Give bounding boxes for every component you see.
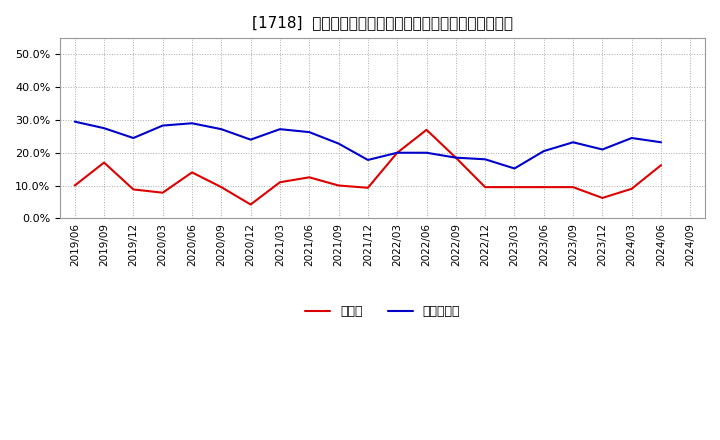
有利子負債	[393, 150, 402, 155]
現頶金	[158, 190, 167, 195]
有利子負債	[246, 137, 255, 142]
現頶金	[305, 175, 314, 180]
有利子負債	[451, 155, 460, 160]
有利子負債	[422, 150, 431, 155]
有利子負債	[539, 148, 548, 154]
有利子負債	[158, 123, 167, 128]
現頶金	[657, 162, 665, 168]
有利子負債	[100, 125, 109, 131]
現頶金	[71, 183, 79, 188]
Line: 有利子負債: 有利子負債	[75, 121, 661, 169]
Legend: 現頶金, 有利子負債: 現頶金, 有利子負債	[300, 300, 465, 323]
現頶金	[188, 170, 197, 175]
有利子負債	[334, 141, 343, 146]
現頶金	[451, 155, 460, 160]
現頶金	[129, 187, 138, 192]
現頶金	[334, 183, 343, 188]
有利子負債	[627, 136, 636, 141]
Line: 現頶金: 現頶金	[75, 130, 661, 205]
有利子負債	[364, 158, 372, 163]
現頶金	[539, 184, 548, 190]
現頶金	[100, 160, 109, 165]
現頶金	[364, 185, 372, 191]
有利子負債	[188, 121, 197, 126]
現頶金	[510, 184, 519, 190]
有利子負債	[657, 139, 665, 145]
有利子負債	[217, 127, 225, 132]
現頶金	[481, 184, 490, 190]
有利子負債	[305, 129, 314, 135]
有利子負債	[129, 136, 138, 141]
有利子負債	[481, 157, 490, 162]
現頶金	[598, 195, 607, 201]
Title: [1718]  現頶金、有利子負債の総資産に対する比率の推移: [1718] 現頶金、有利子負債の総資産に対する比率の推移	[252, 15, 513, 30]
現頶金	[627, 186, 636, 191]
現頶金	[276, 180, 284, 185]
有利子負債	[598, 147, 607, 152]
現頶金	[217, 184, 225, 190]
現頶金	[569, 184, 577, 190]
有利子負債	[569, 139, 577, 145]
有利子負債	[71, 119, 79, 124]
現頶金	[422, 127, 431, 132]
有利子負債	[510, 166, 519, 171]
現頶金	[246, 202, 255, 207]
現頶金	[393, 150, 402, 155]
有利子負債	[276, 127, 284, 132]
